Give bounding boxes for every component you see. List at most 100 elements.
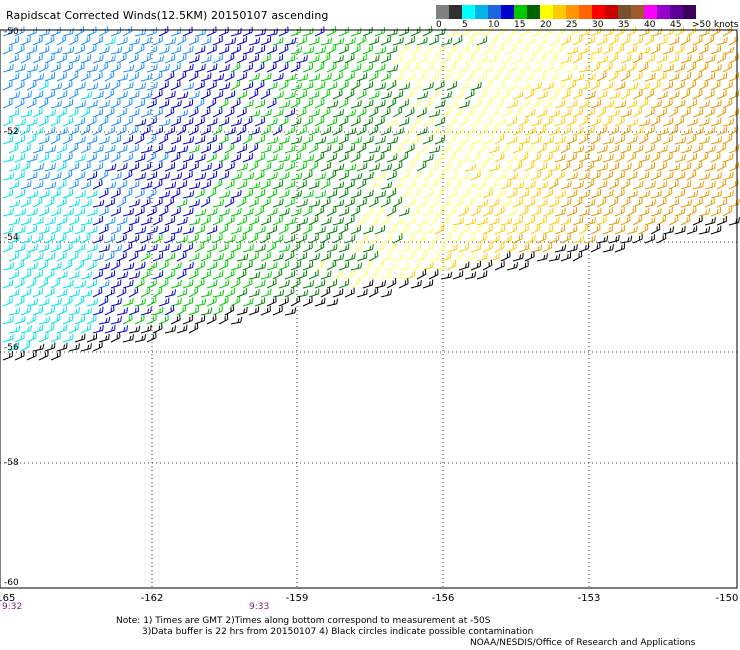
wind-barb (326, 25, 337, 37)
wind-barb (92, 124, 103, 136)
wind-barb (674, 99, 686, 109)
wind-barb (116, 162, 128, 172)
wind-barb (146, 63, 158, 73)
wind-barb (470, 206, 481, 217)
wind-barb (272, 305, 283, 316)
wind-barb (188, 35, 199, 46)
wind-barb (704, 72, 716, 82)
wind-barb (572, 107, 583, 118)
wind-barb (344, 163, 357, 172)
wind-barb (416, 180, 428, 190)
wind-barb (500, 142, 511, 154)
wind-barb (38, 189, 50, 199)
wind-barb (578, 133, 589, 145)
wind-barb (254, 170, 265, 181)
wind-barb (8, 180, 20, 190)
wind-barb (224, 269, 235, 280)
wind-barb (218, 117, 230, 127)
wind-barb (236, 253, 249, 262)
wind-barb (428, 127, 441, 136)
wind-barb (554, 81, 566, 91)
wind-barb (404, 216, 416, 226)
wind-barb (410, 206, 421, 217)
note-line-3: NOAA/NESDIS/Office of Research and Appli… (470, 638, 696, 648)
wind-barb (80, 106, 91, 118)
wind-barb (332, 163, 345, 172)
wind-barb (212, 54, 223, 64)
wind-barb (638, 82, 651, 91)
wind-barb (188, 54, 200, 64)
wind-barb (548, 234, 560, 244)
wind-barb (350, 80, 361, 91)
wind-barb (356, 125, 367, 136)
wind-barb (338, 134, 349, 145)
wind-barb (326, 189, 338, 199)
wind-barb (656, 71, 667, 82)
wind-barb (650, 134, 661, 145)
wind-barb (704, 126, 716, 136)
wind-barb (314, 81, 326, 91)
wind-barb (656, 91, 668, 100)
y-tick: -52 (4, 127, 19, 137)
wind-barb (368, 163, 380, 172)
wind-barb (368, 234, 380, 244)
wind-barb (506, 82, 518, 91)
wind-barb (386, 79, 397, 91)
wind-barb (296, 73, 309, 82)
wind-barb (176, 304, 187, 316)
wind-barb (398, 98, 409, 109)
wind-barb (104, 70, 115, 82)
wind-barb (32, 180, 44, 190)
wind-barb (104, 107, 115, 118)
wind-barb (128, 199, 140, 208)
wind-barb (338, 116, 349, 127)
wind-barb (170, 116, 181, 127)
wind-barb (542, 116, 553, 127)
wind-barb (680, 215, 691, 226)
wind-barb (344, 89, 355, 100)
wind-barb (578, 171, 590, 181)
wind-barb (338, 261, 350, 271)
y-tick: -54 (4, 233, 19, 243)
wind-barb (572, 145, 585, 154)
wind-barb (410, 134, 421, 145)
wind-barb (122, 188, 133, 199)
wind-barb (188, 322, 199, 334)
wind-barb (578, 190, 591, 199)
wind-barb (392, 106, 403, 118)
wind-barb (458, 154, 470, 163)
wind-barb (62, 134, 73, 145)
wind-barb (548, 179, 559, 190)
wind-barb (536, 53, 547, 64)
wind-barb (584, 53, 595, 64)
wind-barb (182, 262, 194, 271)
wind-barb (122, 44, 133, 55)
wind-barb (110, 98, 121, 109)
wind-barb (716, 36, 728, 46)
wind-barb (338, 152, 349, 163)
wind-speed-legend (436, 5, 696, 19)
wind-barb (242, 207, 254, 217)
wind-barb (212, 90, 224, 100)
wind-barb (224, 52, 235, 64)
wind-barb (422, 63, 434, 73)
wind-barb (530, 98, 541, 109)
wind-barb (92, 215, 103, 226)
wind-barb (722, 190, 735, 199)
legend-swatch (592, 5, 605, 19)
wind-barb (314, 136, 327, 145)
wind-barb (338, 279, 349, 289)
legend-swatch (475, 5, 488, 19)
wind-barb (302, 81, 314, 91)
wind-barb (620, 144, 632, 154)
wind-barb (170, 226, 183, 235)
wind-barb (722, 25, 733, 37)
wind-barb (326, 243, 338, 253)
wind-barb (266, 261, 278, 271)
wind-barb (86, 260, 97, 271)
wind-barb (92, 234, 104, 244)
wind-barb (140, 306, 152, 316)
wind-barb (284, 91, 296, 100)
wind-barb (410, 170, 421, 181)
wind-barb (542, 225, 554, 235)
